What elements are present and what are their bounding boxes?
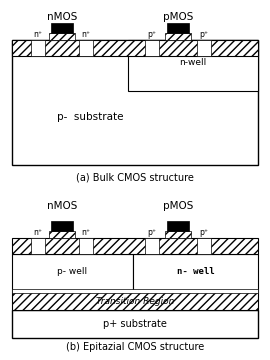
Text: pMOS: pMOS — [163, 201, 193, 211]
Bar — [79, 40, 93, 56]
Text: n⁺: n⁺ — [33, 30, 42, 39]
Bar — [197, 238, 211, 254]
Text: nMOS: nMOS — [47, 201, 77, 211]
Bar — [49, 33, 75, 40]
Text: p+ substrate: p+ substrate — [103, 319, 167, 329]
Text: n⁺: n⁺ — [33, 228, 42, 237]
Bar — [31, 238, 45, 254]
Text: p⁺: p⁺ — [147, 30, 157, 39]
Text: p⁺: p⁺ — [147, 228, 157, 237]
Bar — [12, 254, 133, 292]
Text: p-  substrate: p- substrate — [58, 112, 124, 122]
Bar — [49, 231, 75, 238]
Text: n- well: n- well — [177, 267, 214, 276]
Bar — [197, 40, 211, 56]
Text: p⁺: p⁺ — [200, 228, 208, 237]
Bar — [165, 33, 191, 40]
Bar — [79, 238, 93, 254]
Bar — [12, 289, 258, 293]
Bar — [51, 221, 73, 231]
Text: (a) Bulk CMOS structure: (a) Bulk CMOS structure — [76, 172, 194, 182]
Bar — [145, 238, 159, 254]
Bar — [12, 238, 258, 254]
Bar — [12, 292, 258, 310]
Text: pMOS: pMOS — [163, 12, 193, 22]
Text: p- well: p- well — [58, 267, 87, 276]
Bar — [12, 40, 258, 165]
Text: nMOS: nMOS — [47, 12, 77, 22]
Bar — [145, 40, 159, 56]
Text: Transition Region: Transition Region — [96, 297, 174, 306]
Text: n-well: n-well — [179, 58, 207, 67]
Bar — [133, 254, 258, 292]
Text: p⁺: p⁺ — [200, 30, 208, 39]
Text: n⁺: n⁺ — [82, 228, 90, 237]
Bar — [31, 40, 45, 56]
Bar — [167, 23, 189, 33]
Bar — [51, 23, 73, 33]
Bar — [12, 310, 258, 338]
Bar — [12, 40, 258, 56]
Text: n⁺: n⁺ — [82, 30, 90, 39]
Text: (b) Epitazial CMOS structure: (b) Epitazial CMOS structure — [66, 342, 204, 352]
Bar — [165, 231, 191, 238]
Bar — [128, 40, 258, 91]
Bar — [167, 221, 189, 231]
